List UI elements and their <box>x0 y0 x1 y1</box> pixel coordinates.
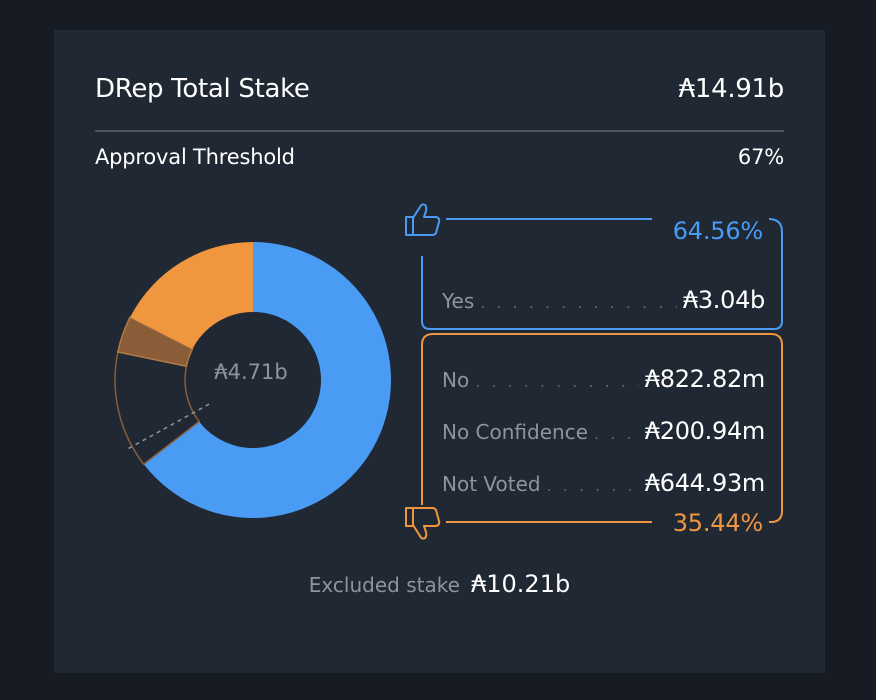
total-stake-row: DRep Total Stake ₳14.91b <box>95 74 784 104</box>
no-confidence-line-item: No Confidence . . . . . . . . ₳200.94m <box>442 417 765 445</box>
yes-box-outline <box>421 218 783 330</box>
not-voted-label: Not Voted <box>442 472 541 496</box>
leader-dots: . . . . . . . . . . . . . . . . . . <box>475 372 639 391</box>
no-confidence-value: ₳200.94m <box>644 417 766 445</box>
threshold-label: Approval Threshold <box>95 145 295 169</box>
no-confidence-label: No Confidence <box>442 420 589 444</box>
yes-percent: 64.56% <box>672 217 764 245</box>
leader-dots: . . . . . . . . . . <box>546 476 639 495</box>
no-label: No <box>442 368 470 392</box>
no-value: ₳822.82m <box>644 365 766 393</box>
not-voted-value: ₳644.93m <box>644 469 766 497</box>
card-title: DRep Total Stake <box>95 74 310 104</box>
no-box-outline <box>421 333 783 523</box>
no-percent: 35.44% <box>672 509 764 537</box>
excluded-stake-label: Excluded stake <box>308 573 460 597</box>
yes-summary-box: 64.56% Yes . . . . . . . . . . . . . . .… <box>405 203 785 330</box>
thumbs-down-icon <box>405 507 441 540</box>
thumbs-up-icon <box>405 203 441 236</box>
leader-dots: . . . . . . . . . . . . . . . . . . . . … <box>480 293 677 312</box>
stake-donut-chart <box>114 242 391 518</box>
leader-dots: . . . . . . . . <box>594 424 639 443</box>
excluded-stake-value: ₳10.21b <box>470 570 571 598</box>
yes-value: ₳3.04b <box>682 286 765 314</box>
drep-stake-card: DRep Total Stake ₳14.91b Approval Thresh… <box>54 30 825 673</box>
donut-slice-yes <box>143 242 391 518</box>
no-line-item: No . . . . . . . . . . . . . . . . . . ₳… <box>442 365 765 393</box>
no-summary-box: 35.44% No . . . . . . . . . . . . . . . … <box>405 333 785 555</box>
yes-label: Yes <box>442 289 475 313</box>
donut-slice-no-confidence <box>116 316 194 368</box>
divider <box>95 130 784 132</box>
donut-center-total: ₳4.71b <box>214 360 288 384</box>
excluded-stake: Excluded stake ₳10.21b <box>54 570 825 598</box>
yes-line-item: Yes . . . . . . . . . . . . . . . . . . … <box>442 286 765 314</box>
not-voted-line-item: Not Voted . . . . . . . . . . ₳644.93m <box>442 469 765 497</box>
total-stake-value: ₳14.91b <box>678 74 785 104</box>
approval-threshold-row: Approval Threshold 67% <box>95 145 784 169</box>
donut-slice-no <box>130 242 253 350</box>
threshold-value: 67% <box>737 145 784 169</box>
